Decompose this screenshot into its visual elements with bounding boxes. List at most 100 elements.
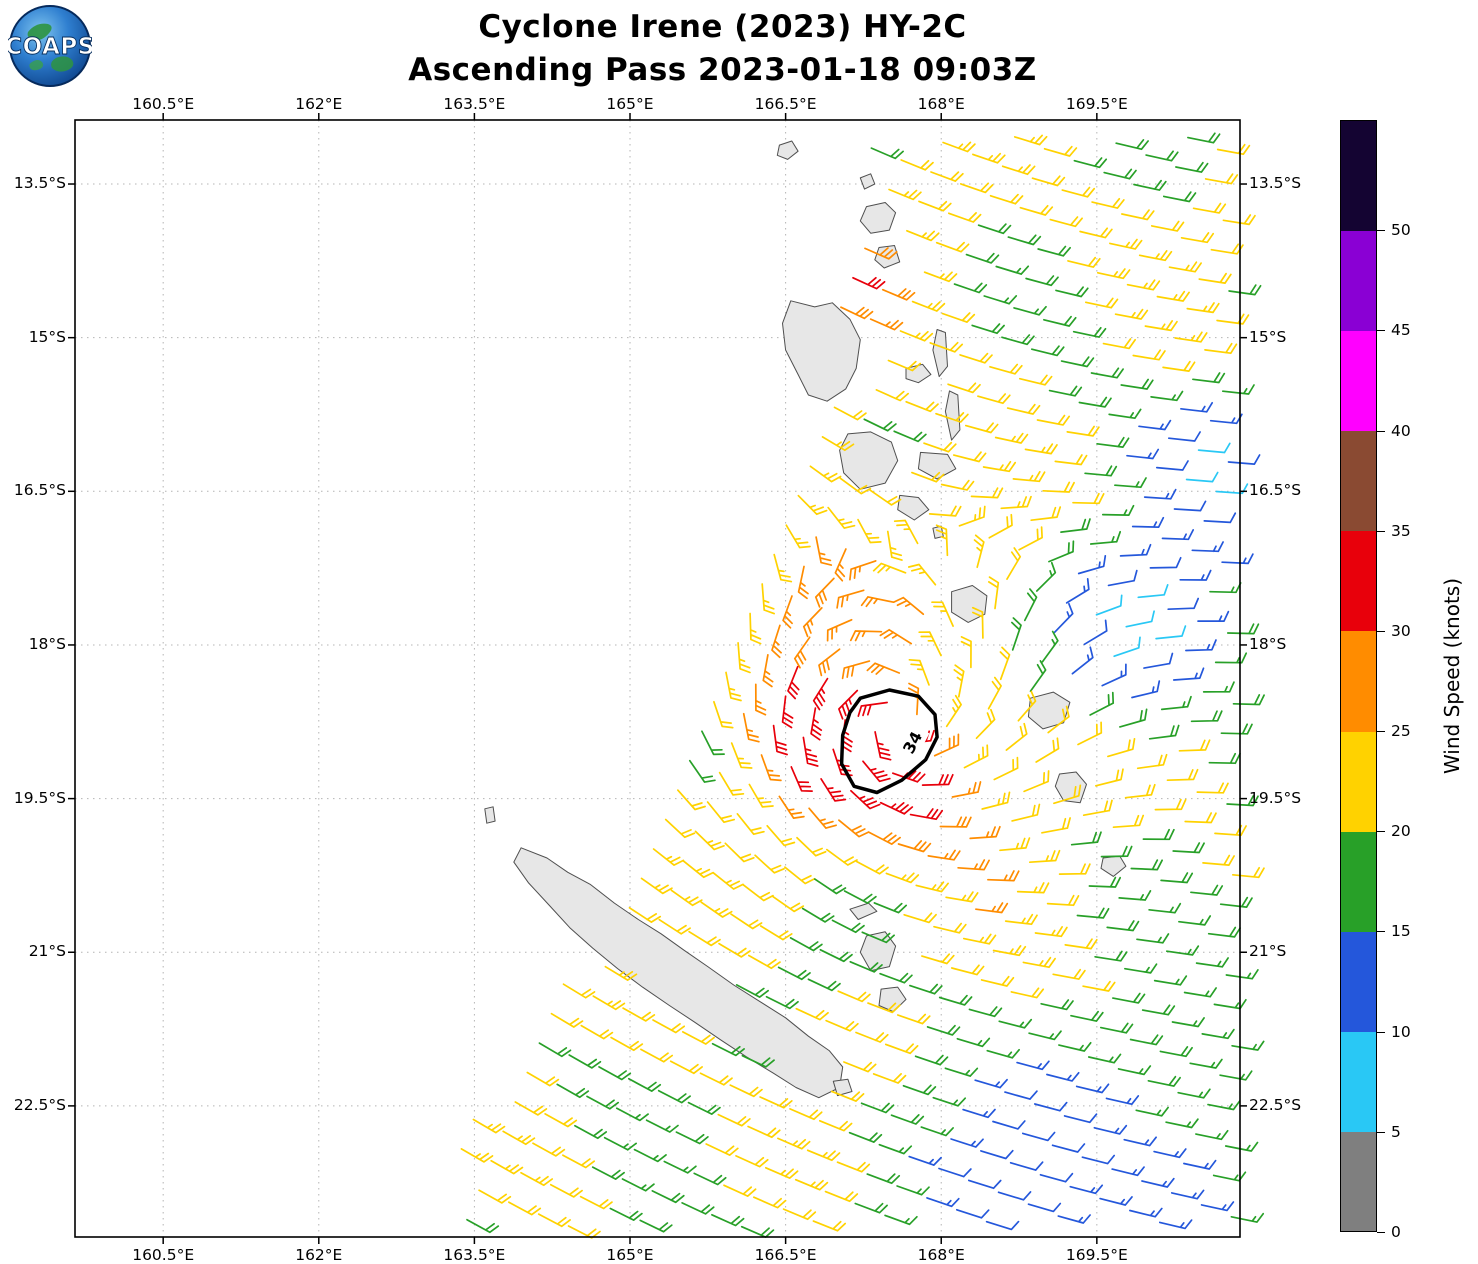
wind-barb — [971, 323, 1005, 335]
colorbar-tick — [1377, 230, 1385, 232]
wind-barb — [927, 849, 961, 861]
wind-barb — [875, 389, 909, 402]
contour-label-34: 34 — [894, 723, 930, 762]
wind-barb — [1053, 602, 1074, 634]
wind-barb — [748, 783, 774, 808]
wind-barb — [850, 789, 881, 810]
wind-barb — [652, 848, 685, 866]
wind-barb — [977, 223, 1012, 235]
lat-tick-label: 16.5°S — [13, 481, 66, 500]
wind-barb — [892, 596, 925, 616]
wind-barb — [1108, 408, 1142, 420]
coaps-logo-globe: COAPS — [5, 5, 95, 87]
wind-barb — [950, 964, 985, 976]
wind-barb — [1011, 803, 1041, 822]
wind-barb — [1187, 132, 1221, 144]
lon-tick-label: 169.5°E — [1065, 1246, 1128, 1264]
wind-barb — [963, 744, 989, 769]
wind-barb — [1073, 157, 1108, 169]
wind-barb — [778, 795, 805, 819]
lat-tick-label: 21°S — [1249, 942, 1287, 961]
wind-barb — [869, 318, 904, 331]
wind-barb — [1013, 305, 1047, 316]
wind-barb — [1024, 443, 1058, 455]
wind-barb — [735, 1155, 769, 1168]
wind-barb — [987, 676, 1002, 710]
wind-barb — [718, 771, 745, 796]
wind-barb — [815, 536, 833, 566]
wind-barb — [938, 994, 973, 1006]
wind-barb — [1114, 308, 1149, 320]
island-ouvea — [849, 902, 878, 920]
coastlines — [484, 140, 1127, 1099]
island-new-caledonia — [513, 847, 844, 1099]
wind-barb — [1137, 584, 1169, 599]
wind-barb — [992, 1120, 1026, 1130]
wind-barb — [713, 700, 734, 729]
wind-barb — [1120, 378, 1154, 390]
wind-barb — [968, 1006, 1003, 1018]
wind-barb — [1202, 681, 1235, 693]
wind-barb — [802, 736, 819, 767]
wind-barb — [1203, 512, 1237, 524]
figure-title: Cyclone Irene (2023) HY-2C Ascending Pas… — [0, 6, 1445, 92]
wind-barb — [749, 612, 762, 645]
wind-barb — [1209, 582, 1242, 594]
island-efate — [951, 585, 988, 623]
wind-barb — [818, 648, 841, 677]
wind-barb — [945, 694, 962, 728]
colorbar-tick-label: 5 — [1391, 1122, 1401, 1141]
wind-barb — [1126, 279, 1161, 291]
wind-barb — [1125, 610, 1155, 628]
wind-barb — [1166, 768, 1199, 782]
wind-barb — [1172, 842, 1205, 854]
wind-barb — [1053, 784, 1082, 805]
wind-barb — [994, 432, 1029, 444]
wind-barb — [808, 807, 837, 829]
wind-barb — [1037, 245, 1071, 257]
wind-barb — [1007, 234, 1042, 246]
colorbar-tick — [1377, 1232, 1385, 1233]
wind-barb — [1072, 492, 1105, 505]
colorbar-tick — [1377, 530, 1385, 532]
colorbar-tick — [1377, 430, 1385, 432]
colorbar-band-5 — [1340, 1031, 1377, 1133]
wind-barb — [669, 1060, 703, 1075]
wind-barb — [761, 583, 775, 615]
globe-landmass — [29, 60, 44, 71]
wind-barb — [1034, 926, 1068, 938]
wind-barb — [1099, 1022, 1134, 1034]
colorbar-band-25 — [1340, 630, 1377, 732]
wind-barb — [1185, 471, 1219, 483]
wind-barb — [466, 1218, 500, 1234]
wind-barb — [909, 983, 943, 995]
wind-barb — [899, 330, 934, 342]
wind-barb — [1117, 1065, 1152, 1076]
wind-barb — [918, 200, 952, 212]
wind-barb — [1009, 1161, 1044, 1171]
wind-barb — [1150, 220, 1185, 232]
wind-barb — [658, 918, 691, 935]
colorbar-tick — [1377, 831, 1385, 833]
wind-barb — [1185, 639, 1217, 652]
wind-barb — [981, 791, 1011, 810]
wind-barb — [1189, 1058, 1223, 1069]
wind-barb — [740, 1225, 775, 1238]
wind-barb — [935, 524, 949, 557]
wind-barb — [657, 1089, 691, 1104]
wind-barb — [1227, 454, 1261, 465]
wind-barb — [1130, 859, 1163, 871]
wind-barb — [1129, 1034, 1164, 1046]
wind-barb — [860, 596, 895, 608]
wind-barb — [1155, 460, 1189, 471]
wind-barb — [953, 664, 965, 698]
wind-barb — [784, 866, 816, 885]
wind-barb — [1005, 722, 1028, 751]
wind-barb — [1196, 782, 1229, 794]
wind-barb — [537, 1213, 571, 1228]
wind-barb — [870, 147, 904, 160]
wind-barb — [962, 1108, 996, 1119]
colorbar-band-50 — [1340, 120, 1377, 231]
wind-barb — [884, 1043, 919, 1055]
wind-barb — [997, 1191, 1032, 1201]
